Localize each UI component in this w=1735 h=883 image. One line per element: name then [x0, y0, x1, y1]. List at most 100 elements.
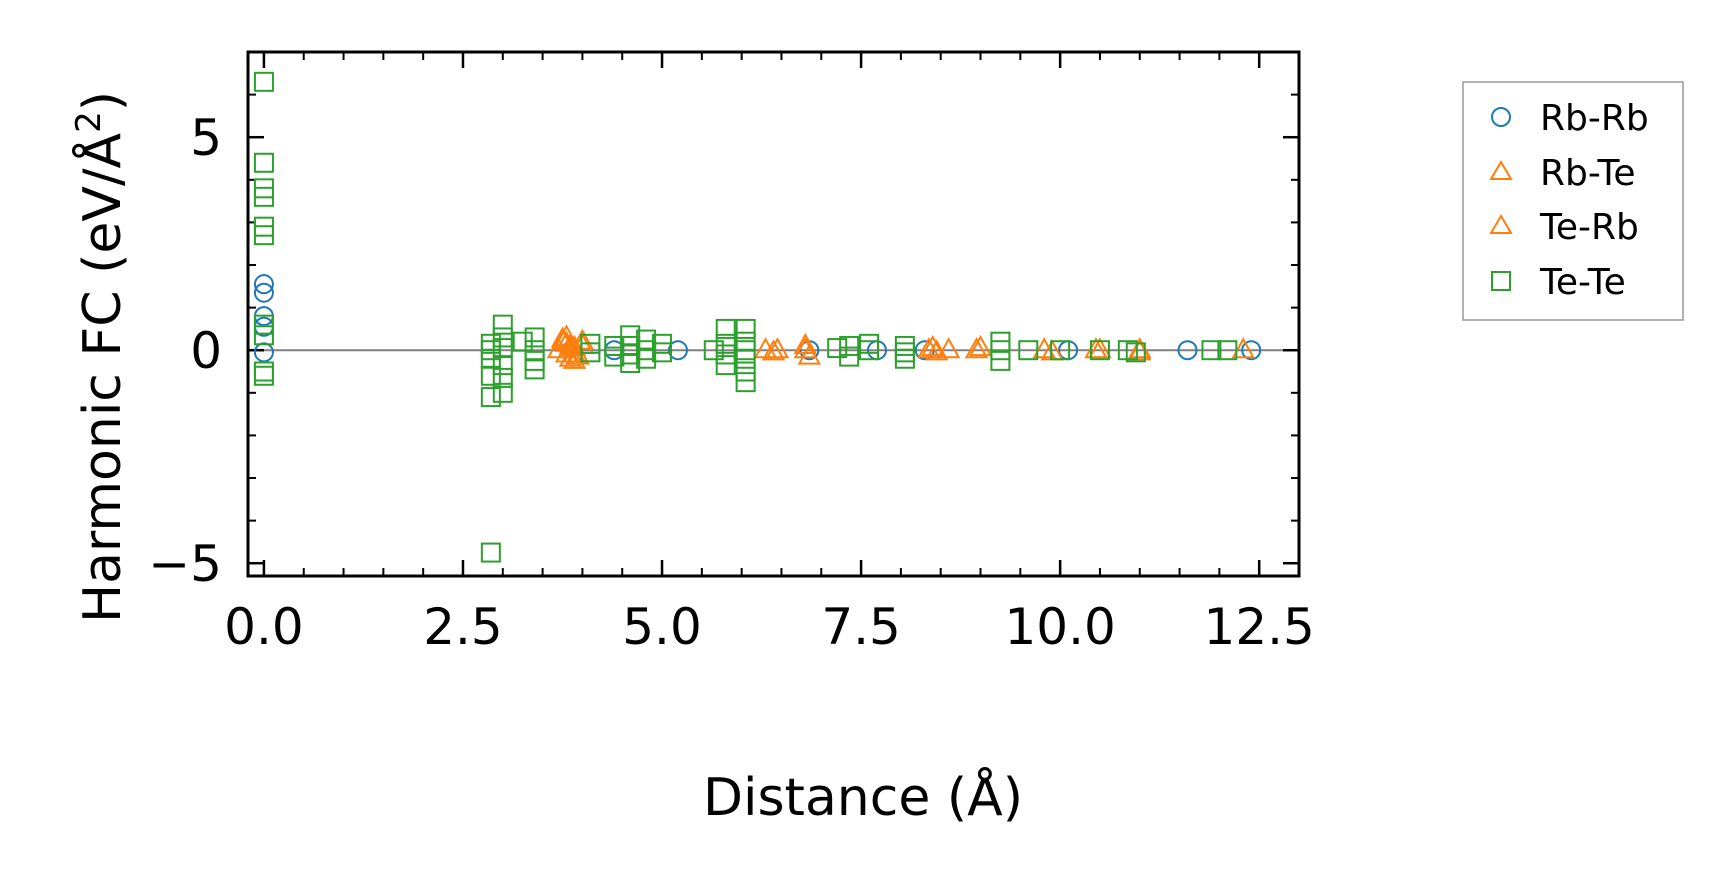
point-square [1089, 340, 1110, 361]
point-circle [667, 340, 688, 361]
point-square [1117, 340, 1138, 361]
point-triangle [793, 332, 818, 354]
point-square [492, 367, 513, 388]
legend-entry-te-te: Te-Te [1491, 262, 1626, 303]
point-square [1125, 342, 1146, 363]
point-square [524, 359, 545, 380]
point-triangle [964, 337, 989, 359]
point-circle [253, 274, 274, 295]
point-triangle [936, 337, 961, 359]
series-te-te [253, 71, 1238, 563]
point-square [253, 71, 274, 92]
point-square [715, 333, 736, 354]
point-square [703, 340, 724, 361]
point-square [1201, 340, 1222, 361]
data-marks [253, 71, 1262, 563]
point-square [480, 542, 501, 563]
point-square [735, 348, 756, 369]
x-tick-label: 0.0 [224, 598, 304, 656]
point-square [715, 318, 736, 339]
x-axis-label: Distance (Å) [703, 766, 1023, 828]
legend-entry-rb-te: Rb-Te [1489, 153, 1636, 194]
point-square [990, 340, 1011, 361]
point-square [253, 225, 274, 246]
point-square [839, 335, 860, 356]
point-triangle [570, 328, 595, 350]
point-square [620, 325, 641, 346]
legend-marker-triangle [1489, 160, 1513, 180]
point-square [839, 346, 860, 367]
point-square [894, 348, 915, 369]
y-axis-label: Harmonic FC (eV/Å2) [69, 91, 133, 623]
legend-marker-square [1491, 271, 1511, 291]
point-square [253, 152, 274, 173]
point-triangle [1231, 337, 1255, 359]
point-square [492, 327, 513, 348]
point-square [636, 348, 657, 369]
point-square [604, 346, 625, 367]
point-square [524, 327, 545, 348]
point-triangle [550, 328, 575, 350]
point-triangle [797, 343, 822, 365]
point-triangle [761, 339, 786, 361]
point-square [1050, 340, 1071, 361]
x-tick-label: 12.5 [1204, 598, 1315, 656]
point-square [492, 314, 513, 335]
point-square [715, 355, 736, 376]
legend-frame [1462, 81, 1684, 321]
axis-ticks [248, 51, 1300, 576]
point-triangle [968, 335, 993, 357]
legend-label-te-rb: Te-Rb [1539, 207, 1639, 248]
point-square [524, 340, 545, 361]
point-square [652, 342, 673, 363]
point-triangle [562, 347, 587, 369]
x-tick-label: 5.0 [622, 598, 702, 656]
point-square [253, 361, 274, 382]
point-triangle [921, 335, 945, 357]
point-triangle [765, 337, 790, 359]
point-square [894, 335, 915, 356]
point-square [580, 342, 601, 363]
legend-label-rb-te: Rb-Te [1540, 153, 1636, 194]
point-square [620, 352, 641, 373]
x-tick-label: 2.5 [423, 598, 503, 656]
legend-label-te-te: Te-Te [1539, 262, 1626, 303]
tick-labels: 0.0 2.5 5.0 7.5 10.0 12.5 −5 0 5 [148, 50, 1315, 656]
point-square [636, 329, 657, 350]
point-square [1217, 340, 1238, 361]
point-square [253, 365, 274, 386]
point-square [492, 382, 513, 403]
point-square [859, 340, 880, 361]
point-square [1018, 340, 1039, 361]
x-tick-label: 10.0 [1004, 598, 1115, 656]
x-tick-label: 7.5 [821, 598, 901, 656]
point-square [492, 355, 513, 376]
point-square [735, 361, 756, 382]
legend: Rb-Rb Rb-Te Te-Rb Te-Te [1462, 81, 1684, 321]
point-square [735, 318, 756, 339]
point-square [480, 365, 501, 386]
point-circle [253, 342, 274, 363]
point-triangle [558, 345, 583, 367]
point-square [253, 314, 274, 335]
legend-entry-rb-rb: Rb-Rb [1491, 98, 1649, 139]
point-square [480, 387, 501, 408]
point-square [990, 350, 1011, 371]
legend-label-rb-rb: Rb-Rb [1540, 98, 1649, 139]
point-square [894, 342, 915, 363]
legend-entry-te-rb: Te-Rb [1489, 207, 1639, 248]
point-square [735, 372, 756, 393]
point-square [253, 325, 274, 346]
axes-frame [246, 50, 1301, 578]
y-tick-label: −5 [148, 535, 222, 593]
point-circle [253, 282, 274, 303]
point-square [253, 186, 274, 207]
y-tick-label: 5 [190, 109, 222, 167]
point-square [715, 344, 736, 365]
point-circle [1241, 340, 1262, 361]
y-tick-label: 0 [190, 322, 222, 380]
point-circle [1177, 340, 1198, 361]
legend-marker-circle [1491, 107, 1511, 127]
legend-marker-triangle [1489, 214, 1513, 234]
